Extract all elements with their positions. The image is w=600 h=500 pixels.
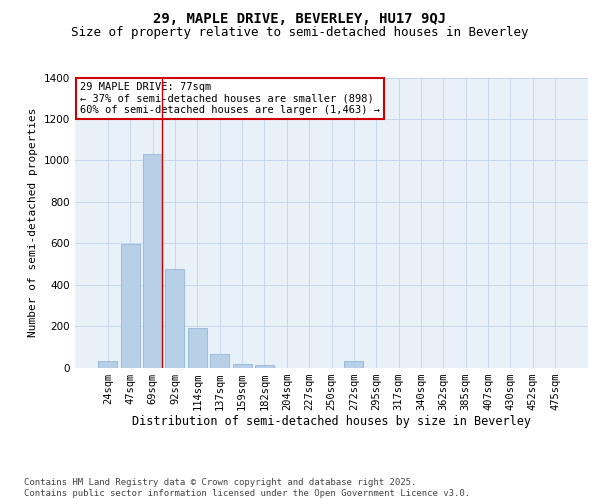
Bar [121,244,140,368]
Text: 29, MAPLE DRIVE, BEVERLEY, HU17 9QJ: 29, MAPLE DRIVE, BEVERLEY, HU17 9QJ [154,12,446,26]
Bar [255,366,274,368]
Bar [233,364,251,368]
Bar [143,154,162,368]
Bar [98,362,118,368]
Bar [210,354,229,368]
Text: Size of property relative to semi-detached houses in Beverley: Size of property relative to semi-detach… [71,26,529,39]
Bar [344,362,364,368]
Y-axis label: Number of semi-detached properties: Number of semi-detached properties [28,108,38,337]
X-axis label: Distribution of semi-detached houses by size in Beverley: Distribution of semi-detached houses by … [132,416,531,428]
Bar [166,269,184,368]
Text: Contains HM Land Registry data © Crown copyright and database right 2025.
Contai: Contains HM Land Registry data © Crown c… [24,478,470,498]
Bar [188,328,207,368]
Text: 29 MAPLE DRIVE: 77sqm
← 37% of semi-detached houses are smaller (898)
60% of sem: 29 MAPLE DRIVE: 77sqm ← 37% of semi-deta… [80,82,380,115]
